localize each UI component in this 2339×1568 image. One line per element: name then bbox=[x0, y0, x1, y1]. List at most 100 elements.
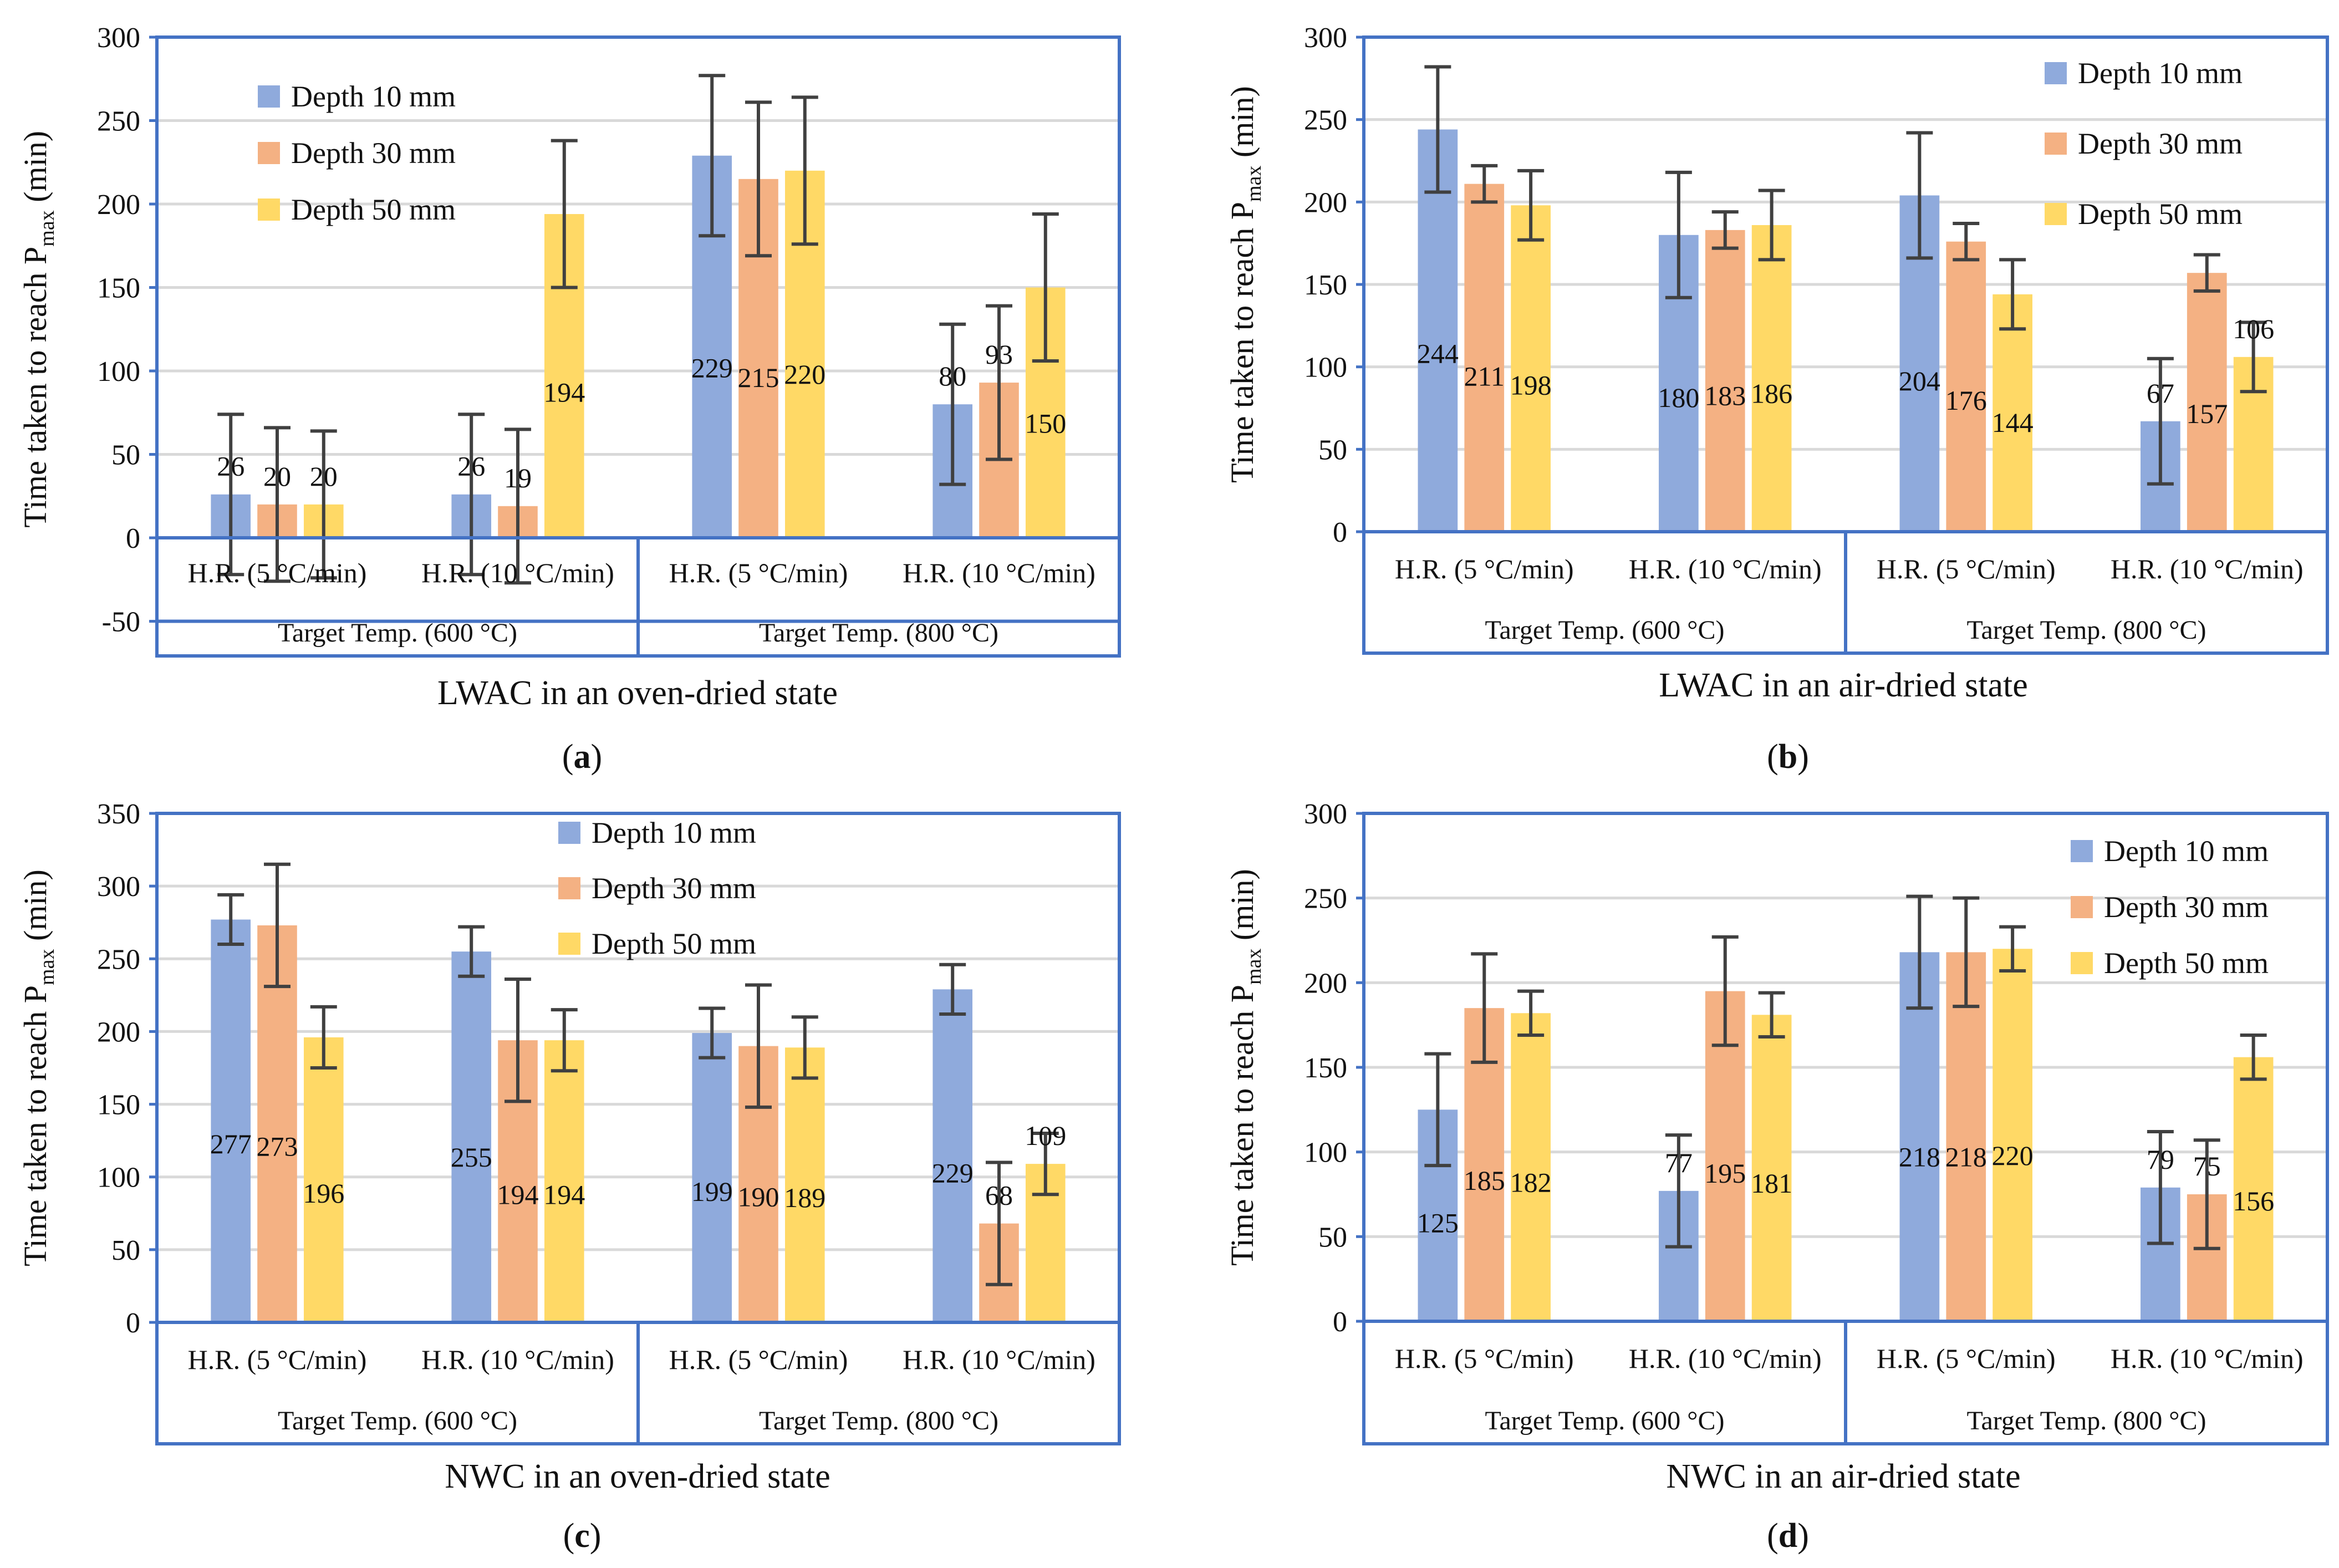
data-label: 198 bbox=[1510, 370, 1552, 401]
data-label: 181 bbox=[1751, 1168, 1792, 1199]
panel-caption: (c) bbox=[563, 1517, 602, 1555]
data-label: 144 bbox=[1992, 407, 2034, 438]
error-bar bbox=[458, 925, 485, 978]
data-label: 20 bbox=[310, 461, 338, 492]
error-bar bbox=[2240, 1033, 2267, 1081]
bar-b-s3-c1 bbox=[1511, 205, 1551, 532]
legend-label: Depth 50 mm bbox=[592, 927, 756, 960]
error-bar bbox=[1953, 896, 1980, 1009]
y-tick-label: 100 bbox=[97, 1162, 140, 1194]
y-axis-title-main: Time taken to reach P bbox=[1224, 985, 1260, 1266]
data-label: 229 bbox=[932, 1158, 974, 1189]
error-bar bbox=[1758, 189, 1785, 262]
data-label: 68 bbox=[985, 1180, 1013, 1211]
legend-label: Depth 10 mm bbox=[2078, 57, 2243, 90]
legend-swatch bbox=[2071, 896, 2093, 918]
bar-c-s3-c1 bbox=[303, 1037, 344, 1322]
x-category-label: H.R. (10 °C/min) bbox=[1629, 1343, 1822, 1374]
x-category-label: H.R. (10 °C/min) bbox=[421, 557, 614, 588]
legend-swatch bbox=[2045, 62, 2067, 84]
y-tick-label: -50 bbox=[102, 607, 140, 638]
data-label: 106 bbox=[2233, 313, 2274, 344]
y-tick-label: 50 bbox=[111, 1235, 140, 1266]
bar-b-s3-c3 bbox=[1993, 294, 2032, 532]
error-bar bbox=[939, 322, 966, 486]
data-label: 157 bbox=[2186, 398, 2228, 429]
chart-panel-a: 26 26 229 80 20 19 215 93 20 194 220 150 -50 0 50 100 15… bbox=[17, 22, 1121, 776]
y-axis-title: Time taken to reach Pmax (min) bbox=[17, 131, 59, 528]
error-bar bbox=[217, 893, 244, 946]
y-tick-label: 200 bbox=[97, 189, 140, 221]
legend-swatch bbox=[558, 822, 580, 844]
y-axis-title-main: Time taken to reach P bbox=[1224, 202, 1260, 483]
data-label: 20 bbox=[263, 461, 291, 492]
x-category-label: H.R. (10 °C/min) bbox=[903, 557, 1095, 588]
data-label: 218 bbox=[1899, 1141, 1940, 1172]
error-bar bbox=[551, 139, 578, 289]
data-label: 80 bbox=[939, 360, 966, 391]
y-tick-label: 150 bbox=[1304, 1052, 1347, 1084]
data-label: 215 bbox=[738, 362, 779, 393]
panel-caption: (d) bbox=[1767, 1517, 1809, 1555]
caption-letter: b bbox=[1779, 738, 1797, 776]
legend-label: Depth 10 mm bbox=[291, 80, 456, 113]
error-bar bbox=[745, 100, 772, 258]
data-label: 190 bbox=[738, 1182, 779, 1213]
legend-label: Depth 30 mm bbox=[291, 136, 456, 170]
data-label: 194 bbox=[543, 377, 585, 408]
bar-c-s1-c1 bbox=[211, 919, 251, 1322]
error-bar bbox=[745, 983, 772, 1109]
bar-c-s2-c1 bbox=[257, 925, 297, 1322]
data-label: 194 bbox=[497, 1179, 539, 1210]
caption-paren-open: ( bbox=[1767, 738, 1779, 776]
bar-d-s2-c3 bbox=[1946, 952, 1986, 1321]
error-bar bbox=[310, 429, 337, 580]
chart-title: NWC in an oven-dried state bbox=[445, 1458, 830, 1495]
error-bar bbox=[264, 426, 291, 583]
legend-swatch bbox=[558, 877, 580, 899]
data-label: 182 bbox=[1510, 1167, 1552, 1198]
y-tick-label: 50 bbox=[111, 440, 140, 471]
data-label: 109 bbox=[1025, 1120, 1066, 1151]
bar-d-s1-c3 bbox=[1899, 952, 1940, 1321]
y-axis-title: Time taken to reach Pmax (min) bbox=[1224, 86, 1266, 483]
x-category-label: H.R. (10 °C/min) bbox=[2111, 553, 2304, 584]
caption-letter: a bbox=[574, 738, 591, 776]
legend-swatch bbox=[258, 198, 280, 221]
x-category-label: H.R. (5 °C/min) bbox=[669, 1344, 848, 1375]
x-group-label: Target Temp. (800 °C) bbox=[1967, 615, 2206, 645]
data-label: 220 bbox=[784, 359, 825, 390]
data-label: 194 bbox=[543, 1179, 585, 1210]
error-bar bbox=[1471, 952, 1498, 1064]
y-tick-label: 0 bbox=[1333, 517, 1347, 548]
data-label: 93 bbox=[985, 339, 1013, 370]
data-label: 75 bbox=[2193, 1150, 2221, 1182]
y-axis-title-sub: max bbox=[1242, 166, 1266, 202]
x-category-label: H.R. (5 °C/min) bbox=[1877, 553, 2056, 584]
data-label: 196 bbox=[303, 1178, 344, 1209]
y-tick-label: 300 bbox=[97, 871, 140, 903]
caption-paren-close: ) bbox=[590, 1517, 602, 1555]
data-label: 26 bbox=[457, 451, 485, 482]
chart-panel-d: 125 77 218 79 185 195 218 75 182 181 220 156 0 50 100 1… bbox=[1224, 798, 2329, 1555]
y-tick-label: 50 bbox=[1318, 434, 1347, 466]
y-axis-title-unit: (min) bbox=[17, 131, 53, 210]
y-axis-title-unit: (min) bbox=[17, 869, 53, 949]
error-bar bbox=[310, 1005, 337, 1070]
data-label: 176 bbox=[1945, 385, 1987, 416]
y-tick-label: 100 bbox=[1304, 352, 1347, 384]
data-label: 156 bbox=[2233, 1185, 2274, 1216]
bar-d-s3-c4 bbox=[2233, 1057, 2274, 1321]
data-label: 199 bbox=[691, 1176, 733, 1207]
legend-swatch bbox=[2045, 203, 2067, 225]
legend-label: Depth 50 mm bbox=[291, 193, 456, 226]
error-bar bbox=[2147, 1130, 2174, 1245]
error-bar bbox=[1711, 210, 1739, 250]
data-label: 67 bbox=[2147, 378, 2174, 409]
error-bar bbox=[551, 1008, 578, 1073]
y-tick-label: 350 bbox=[97, 798, 140, 830]
error-bar bbox=[1471, 164, 1498, 204]
bar-c-s3-c2 bbox=[544, 1040, 584, 1322]
data-label: 211 bbox=[1464, 361, 1505, 392]
